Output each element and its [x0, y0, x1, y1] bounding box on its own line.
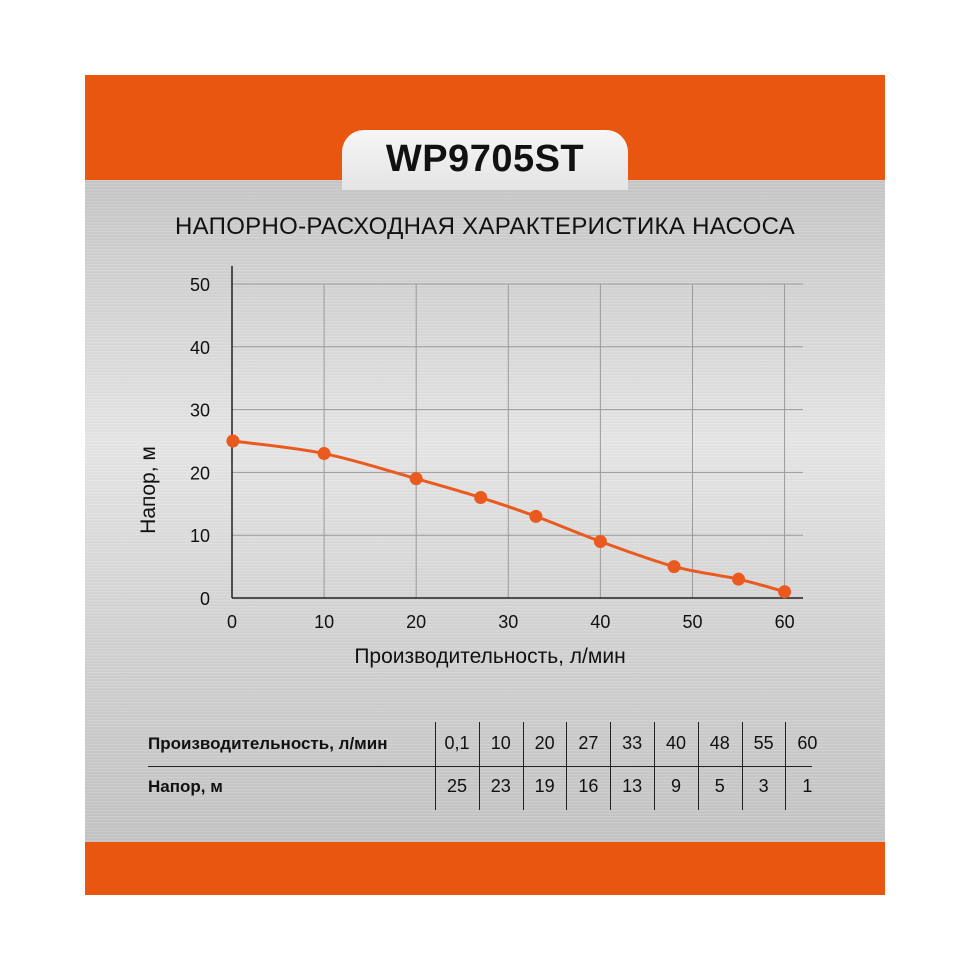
data-point	[529, 509, 543, 523]
table-column-divider	[435, 722, 436, 810]
table-cell-flow: 33	[622, 733, 643, 753]
data-point	[778, 585, 792, 599]
table-cell-head: 19	[534, 776, 555, 796]
table-column-divider	[697, 722, 699, 810]
data-point	[226, 434, 240, 448]
data-point	[667, 560, 681, 574]
table-cell-flow: 55	[753, 733, 774, 753]
y-tick-label: 0	[200, 589, 210, 609]
table-cell-head: 23	[490, 776, 511, 796]
table-column-divider	[478, 722, 480, 810]
table-cell-head: 13	[622, 776, 643, 796]
x-axis-label: Производительность, л/мин	[354, 645, 625, 668]
data-point	[474, 491, 488, 505]
table-column-divider	[610, 722, 612, 810]
y-tick-label: 50	[190, 275, 210, 295]
x-tick-label: 60	[775, 612, 795, 632]
model-title: WP9705ST	[385, 138, 585, 180]
table-cell-head: 9	[670, 776, 681, 796]
x-tick-label: 10	[314, 612, 334, 632]
table-column-divider	[566, 722, 568, 810]
model-tab	[342, 130, 628, 190]
table-cell-flow: 60	[797, 733, 818, 753]
table-cell-flow: 40	[665, 733, 687, 753]
table-cell-head: 16	[578, 776, 599, 796]
data-point	[593, 534, 607, 548]
x-tick-label: 30	[498, 612, 518, 632]
y-tick-label: 20	[190, 463, 210, 483]
table-cell-flow: 27	[578, 733, 599, 753]
table-cell-head: 3	[758, 776, 769, 796]
table-row-label-head: Напор, м	[148, 777, 223, 796]
table-cell-head: 5	[714, 776, 725, 796]
table-cell-flow: 10	[490, 733, 511, 753]
x-tick-label: 50	[682, 612, 702, 632]
x-tick-label: 0	[227, 612, 237, 632]
chart-title: НАПОРНО-РАСХОДНАЯ ХАРАКТЕРИСТИКА НАСОСА	[174, 213, 796, 240]
y-tick-label: 10	[190, 526, 210, 546]
y-tick-label: 30	[190, 401, 210, 421]
x-tick-label: 20	[406, 612, 426, 632]
table-row-label-flow: Производительность, л/мин	[148, 734, 388, 753]
table-column-divider	[741, 722, 743, 810]
table-divider	[148, 766, 812, 767]
table-cell-flow: 0,1	[444, 733, 470, 753]
table-cell-flow: 48	[709, 733, 730, 753]
data-point	[732, 572, 746, 586]
data-point	[409, 472, 423, 486]
table-cell-flow: 20	[534, 733, 555, 753]
table-column-divider	[522, 722, 524, 810]
table-cell-head: 1	[802, 776, 813, 796]
table-column-divider	[785, 722, 787, 810]
y-tick-label: 40	[190, 338, 210, 358]
table-cell-head: 25	[446, 776, 468, 796]
y-axis-label: Напор, м	[137, 446, 160, 534]
table-column-divider	[654, 722, 655, 810]
data-point	[317, 447, 331, 461]
metal-panel	[85, 180, 885, 842]
x-tick-label: 40	[590, 612, 610, 632]
